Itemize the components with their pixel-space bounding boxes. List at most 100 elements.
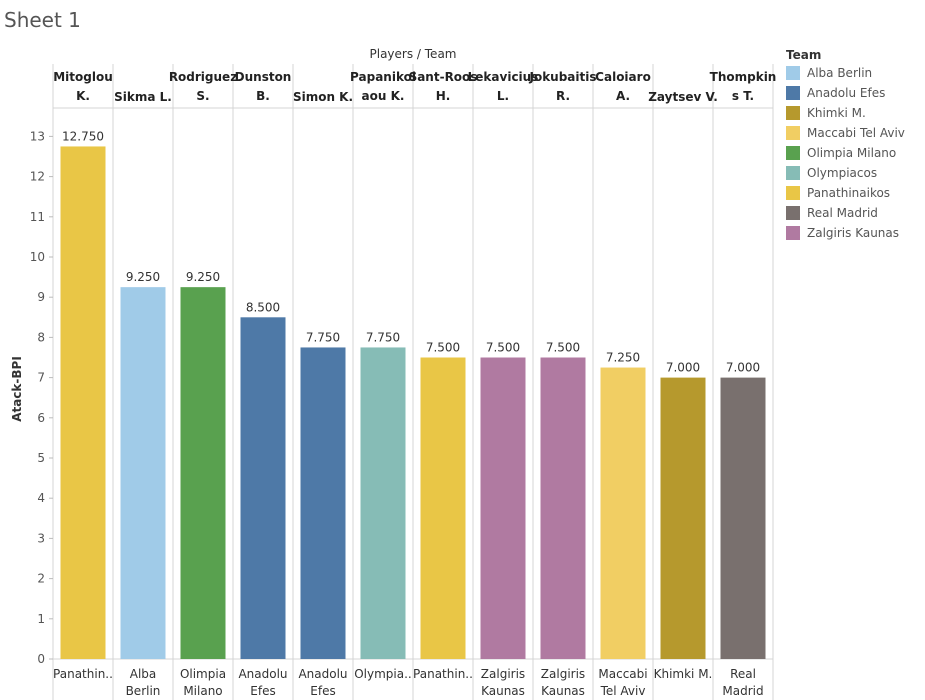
team-header: Panathin.. (413, 667, 473, 681)
team-header: Milano (183, 684, 222, 698)
legend-item[interactable]: Olimpia Milano (786, 143, 905, 163)
y-tick-label: 6 (37, 411, 45, 425)
team-header: Zalgiris (481, 667, 525, 681)
team-header: Madrid (722, 684, 763, 698)
data-label: 12.750 (62, 129, 104, 143)
player-header: R. (556, 89, 570, 103)
legend-item[interactable]: Zalgiris Kaunas (786, 223, 905, 243)
legend-swatch (786, 206, 800, 220)
team-header: Kaunas (541, 684, 585, 698)
legend-item[interactable]: Panathinaikos (786, 183, 905, 203)
legend-item[interactable]: Olympiacos (786, 163, 905, 183)
bar[interactable] (600, 367, 646, 659)
data-label: 9.250 (186, 270, 220, 284)
bar[interactable] (660, 377, 706, 659)
legend-swatch (786, 126, 800, 140)
team-header: Khimki M. (654, 667, 713, 681)
y-tick-label: 3 (37, 531, 45, 545)
player-header: Mitoglou (53, 70, 113, 84)
legend-label: Alba Berlin (807, 66, 873, 80)
legend-item[interactable]: Alba Berlin (786, 63, 905, 83)
legend-label: Olympiacos (807, 166, 878, 180)
legend-item[interactable]: Anadolu Efes (786, 83, 905, 103)
bar[interactable] (720, 377, 766, 659)
sheet-title: Sheet 1 (4, 8, 81, 32)
player-header: Jokubaitis (528, 70, 596, 84)
team-header: Alba (130, 667, 157, 681)
y-tick-label: 8 (37, 330, 45, 344)
player-header: Dunston (235, 70, 292, 84)
bar[interactable] (300, 347, 346, 659)
y-tick-label: 13 (30, 129, 45, 143)
bar[interactable] (60, 146, 106, 659)
bar[interactable] (240, 317, 286, 659)
y-tick-label: 5 (37, 451, 45, 465)
team-header: Kaunas (481, 684, 525, 698)
legend-swatch (786, 186, 800, 200)
player-header: A. (616, 89, 630, 103)
bar[interactable] (420, 357, 466, 660)
team-header: Anadolu (298, 667, 347, 681)
player-header: B. (256, 89, 270, 103)
y-axis-label: Atack-BPI (10, 356, 24, 422)
data-label: 7.000 (726, 361, 760, 375)
data-label: 8.500 (246, 300, 280, 314)
y-tick-label: 1 (37, 612, 45, 626)
bar[interactable] (120, 287, 166, 659)
player-header: S. (196, 89, 209, 103)
legend-label: Anadolu Efes (807, 86, 886, 100)
legend-item[interactable]: Real Madrid (786, 203, 905, 223)
team-header: Anadolu (238, 667, 287, 681)
legend-label: Panathinaikos (807, 186, 891, 200)
player-header: s T. (732, 89, 754, 103)
legend-label: Real Madrid (807, 206, 878, 220)
data-label: 7.000 (666, 361, 700, 375)
legend-swatch (786, 166, 800, 180)
legend-item[interactable]: Khimki M. (786, 103, 905, 123)
team-header: Maccabi (598, 667, 647, 681)
player-header: Caloiaro (595, 70, 651, 84)
legend-swatch (786, 66, 800, 80)
legend-label: Maccabi Tel Aviv (807, 126, 905, 140)
y-tick-label: 0 (37, 652, 45, 666)
team-header: Panathin.. (53, 667, 113, 681)
legend[interactable]: Team Alba Berlin Anadolu Efes Khimki M. Mac… (786, 47, 905, 243)
bar[interactable] (360, 347, 406, 659)
y-tick-label: 11 (30, 210, 45, 224)
data-label: 7.500 (426, 341, 460, 355)
data-label: 7.250 (606, 351, 640, 365)
player-header: H. (436, 89, 451, 103)
bar[interactable] (180, 287, 226, 659)
legend-swatch (786, 106, 800, 120)
data-label: 7.750 (366, 330, 400, 344)
data-label: 7.500 (486, 341, 520, 355)
legend-label: Zalgiris Kaunas (807, 226, 900, 240)
bar[interactable] (480, 357, 526, 660)
player-header: Sant-Roos (409, 70, 478, 84)
team-header: Efes (250, 684, 275, 698)
bar[interactable] (540, 357, 586, 660)
data-label: 7.750 (306, 330, 340, 344)
y-tick-label: 7 (37, 371, 45, 385)
team-header: Olympia.. (354, 667, 412, 681)
column-header: Players / Team (370, 47, 457, 61)
player-header: Simon K. (293, 90, 353, 104)
y-tick-label: 9 (37, 290, 45, 304)
y-tick-label: 10 (30, 250, 45, 264)
legend-items: Alba Berlin Anadolu Efes Khimki M. Maccabi … (786, 63, 905, 243)
legend-label: Khimki M. (807, 106, 866, 120)
y-tick-label: 2 (37, 572, 45, 586)
player-header: K. (76, 89, 90, 103)
data-label: 7.500 (546, 341, 580, 355)
legend-swatch (786, 226, 800, 240)
player-header: L. (497, 89, 509, 103)
y-tick-label: 4 (37, 491, 45, 505)
player-header: Papanikol (350, 70, 416, 84)
legend-item[interactable]: Maccabi Tel Aviv (786, 123, 905, 143)
player-header: aou K. (362, 89, 405, 103)
player-header: Thompkin (710, 70, 777, 84)
y-tick-label: 12 (30, 170, 45, 184)
team-header: Efes (310, 684, 335, 698)
player-header: Rodriguez (169, 70, 237, 84)
